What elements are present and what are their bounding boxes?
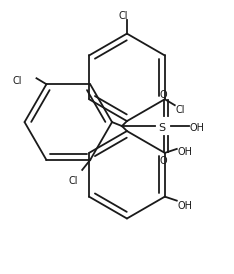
Text: O: O	[160, 156, 167, 166]
Text: Cl: Cl	[176, 105, 185, 115]
Text: OH: OH	[190, 123, 205, 133]
Text: OH: OH	[178, 201, 193, 211]
Text: Cl: Cl	[119, 11, 128, 21]
Text: OH: OH	[178, 147, 193, 157]
Text: Cl: Cl	[68, 176, 78, 186]
Text: Cl: Cl	[13, 76, 22, 86]
Text: S: S	[158, 123, 165, 133]
Text: O: O	[160, 90, 167, 100]
